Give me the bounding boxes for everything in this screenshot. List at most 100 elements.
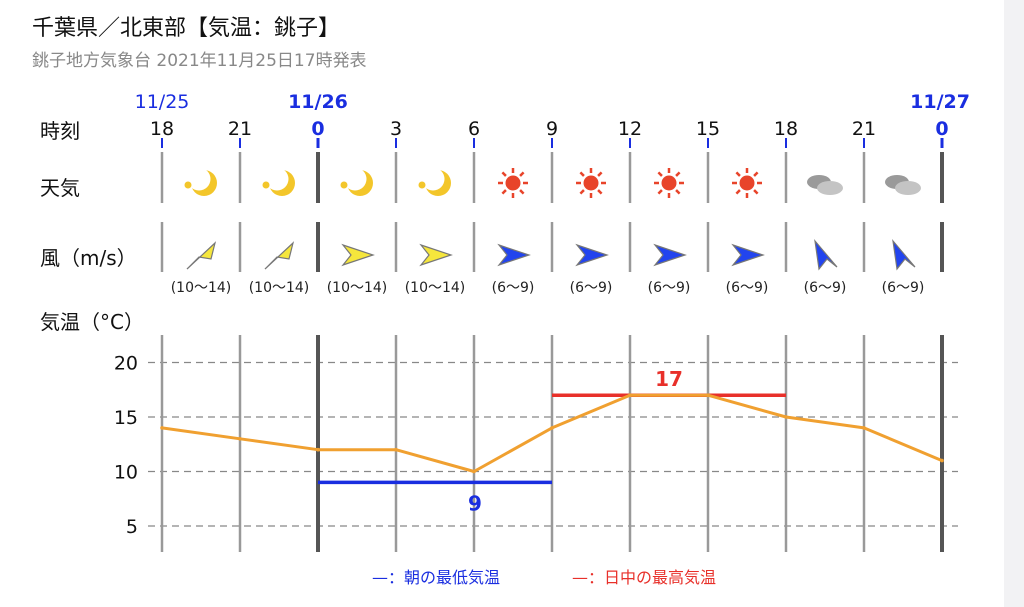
star-dot	[340, 181, 348, 189]
wind-speed: (6〜9)	[648, 280, 691, 296]
legend-min-label: —：朝の最低気温	[372, 568, 500, 587]
sun-disc	[739, 175, 755, 191]
sun-icon	[732, 168, 762, 198]
temperature-point	[316, 447, 320, 452]
y-tick-label: 10	[114, 462, 138, 484]
legend-max-label: —：日中の最高気温	[572, 568, 716, 587]
wind-arrow-icon	[186, 241, 217, 270]
sun-ray	[579, 189, 585, 195]
max-temp-label: 17	[655, 367, 683, 391]
temperature-point	[160, 426, 164, 430]
min-temp-label: 9	[468, 491, 482, 515]
wind-speed: (10〜14)	[249, 280, 310, 296]
moon-cutout	[421, 167, 445, 191]
star-dot	[262, 181, 270, 189]
sun-ray	[657, 171, 663, 177]
wind-arrow-icon	[653, 243, 687, 267]
wind-arrow-icon	[264, 241, 295, 270]
wind-speed: (6〜9)	[570, 280, 613, 296]
wind-arrow-icon	[341, 243, 375, 267]
temperature-point	[238, 437, 242, 441]
sun-disc	[661, 175, 677, 191]
hour-label: 21	[228, 118, 252, 140]
sun-ray	[657, 189, 663, 195]
cloud-front	[817, 181, 843, 195]
temperature-point	[394, 447, 398, 452]
wind-speed: (10〜14)	[171, 280, 232, 296]
moon-cutout	[187, 167, 211, 191]
hour-label: 0	[311, 118, 324, 140]
wind-arrow-icon	[814, 239, 838, 271]
sun-disc	[505, 175, 521, 191]
temperature-point	[706, 393, 710, 398]
y-tick-label: 20	[114, 353, 138, 375]
sun-ray	[597, 171, 603, 177]
sun-ray	[597, 189, 603, 195]
hour-label: 3	[390, 118, 402, 140]
sun-disc	[583, 175, 599, 191]
sun-ray	[735, 189, 741, 195]
hour-label: 21	[852, 118, 876, 140]
sun-ray	[501, 189, 507, 195]
wind-arrow-icon	[419, 243, 453, 267]
sun-icon	[498, 168, 528, 198]
sun-ray	[753, 171, 759, 177]
wind-arrow-icon	[731, 243, 765, 267]
wind-arrow-icon	[497, 243, 531, 267]
date-label: 11/27	[910, 91, 970, 113]
moon-icon	[340, 167, 373, 196]
cloud-icon	[807, 175, 843, 195]
date-label: 11/26	[288, 91, 348, 113]
sun-ray	[519, 189, 525, 195]
hour-label: 9	[546, 118, 558, 140]
row-label-wind: 風（m/s）	[40, 246, 137, 270]
row-label-time: 時刻	[40, 119, 80, 143]
temperature-point	[784, 415, 788, 419]
star-dot	[418, 181, 426, 189]
temperature-point	[550, 426, 554, 430]
temperature-point	[472, 469, 476, 474]
wind-arrow-icon	[892, 239, 916, 271]
temperature-point	[862, 426, 866, 430]
row-label-weather: 天気	[40, 176, 80, 200]
row-label-temp: 気温（°C）	[40, 310, 144, 334]
right-scroll-strip	[1004, 0, 1024, 607]
sun-ray	[579, 171, 585, 177]
wind-speed: (6〜9)	[726, 280, 769, 296]
cloud-icon	[885, 175, 921, 195]
sun-ray	[675, 171, 681, 177]
wind-arrow-icon	[575, 243, 609, 267]
sun-ray	[501, 171, 507, 177]
hour-label: 18	[774, 118, 798, 140]
wind-speed: (6〜9)	[804, 280, 847, 296]
temperature-point	[628, 393, 632, 398]
sun-icon	[654, 168, 684, 198]
hour-label: 0	[935, 118, 948, 140]
sun-ray	[735, 171, 741, 177]
star-dot	[184, 181, 192, 189]
moon-icon	[418, 167, 451, 196]
moon-icon	[262, 167, 295, 196]
wind-speed: (6〜9)	[492, 280, 535, 296]
wind-speed: (10〜14)	[405, 280, 466, 296]
cloud-front	[895, 181, 921, 195]
y-tick-label: 5	[126, 516, 138, 538]
hour-label: 12	[618, 118, 642, 140]
moon-icon	[184, 167, 217, 196]
wind-speed: (10〜14)	[327, 280, 388, 296]
moon-cutout	[343, 167, 367, 191]
sun-ray	[753, 189, 759, 195]
sun-ray	[519, 171, 525, 177]
page-subtitle: 銚子地方気象台 2021年11月25日17時発表	[32, 51, 367, 71]
temperature-point	[940, 458, 944, 463]
y-tick-label: 15	[114, 407, 138, 429]
hour-label: 6	[468, 118, 480, 140]
moon-cutout	[265, 167, 289, 191]
page-title: 千葉県／北東部【気温：銚子】	[32, 16, 341, 41]
sun-ray	[675, 189, 681, 195]
sun-icon	[576, 168, 606, 198]
hour-label: 18	[150, 118, 174, 140]
hour-label: 15	[696, 118, 720, 140]
wind-speed: (6〜9)	[882, 280, 925, 296]
